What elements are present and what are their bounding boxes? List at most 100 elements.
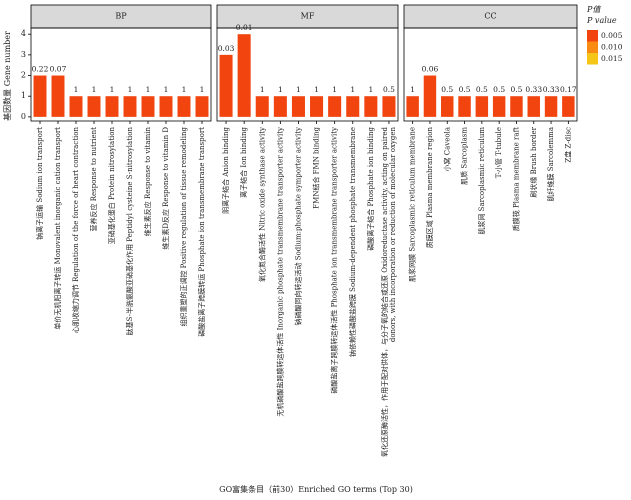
panel-frame [30, 27, 212, 122]
bar-label: 1 [314, 85, 319, 94]
y-tick-label: 2 [21, 71, 26, 80]
bar [458, 96, 471, 117]
bar-label: 0.01 [236, 23, 253, 32]
bar [510, 96, 523, 117]
bar-label: 1 [278, 85, 283, 94]
bar [219, 54, 233, 117]
bar [33, 75, 47, 117]
bar-label: 1 [164, 85, 169, 94]
x-tick-label: 钠离子运输 Sodium ion transport [35, 127, 44, 240]
x-tick-label: 离子结合 Ion binding [239, 126, 248, 197]
x-tick-label: 阴离子结合 Anion binding [221, 126, 230, 213]
x-tick-label: 肽基S-半胱氨酸亚硝基化作用 Peptidyl cysteine S-nitro… [125, 127, 134, 336]
x-tick-label: FMN结合 FMN binding [312, 126, 321, 208]
bar-label: 0.33 [543, 85, 560, 94]
panel-title: MF [301, 12, 315, 21]
x-tick-label: 肌浆网 Sarcoplasmic reticulum [477, 127, 486, 235]
legend-swatch [587, 53, 598, 65]
x-tick-label: 磷酸盐离子跨膜转运体活性 Phosphate ion transmembrane… [330, 127, 339, 394]
panel-title: BP [115, 12, 127, 21]
bar [141, 96, 155, 117]
bar [51, 75, 65, 117]
bar-label: 1 [74, 85, 79, 94]
bar [346, 96, 360, 117]
bar [328, 96, 342, 117]
bar [123, 96, 137, 117]
x-tick-label: 钠磷酸同向转运活动 Sodium:phosphate symporter act… [293, 127, 302, 326]
bar [544, 96, 558, 117]
bar-label: 0.5 [510, 85, 522, 94]
x-tick-label: 质膜区域 Plasma membrane region [425, 127, 434, 249]
legend-label: 0.010 [601, 42, 623, 51]
x-tick-label: T-小管 T-tubule [494, 127, 503, 178]
panel-frame [403, 27, 578, 122]
bar [177, 96, 191, 117]
bar [382, 96, 396, 117]
bar-label: 1 [146, 85, 151, 94]
legend-label: 0.015 [601, 54, 623, 63]
bar-label: 1 [200, 85, 205, 94]
y-tick-label: 0 [21, 112, 26, 121]
y-tick-label: 3 [21, 50, 26, 59]
x-tick-label: 小窝 Caveola [442, 127, 451, 171]
bar [562, 96, 575, 117]
bar-label: 1 [92, 85, 97, 94]
bar [69, 96, 83, 117]
y-axis-title: 基因数量 Gene number [2, 31, 12, 121]
bar-label: 1 [410, 85, 415, 94]
bar [406, 96, 419, 117]
x-tick-label: 肌质 Sarcoplasm [460, 127, 469, 185]
y-tick-label: 1 [21, 91, 26, 100]
x-tick-label: 钠依赖性磷酸盐跨膜 Sodium-dependent phosphate tra… [348, 127, 357, 357]
legend-subtitle: P value [586, 16, 617, 25]
bar-label: 1 [128, 85, 133, 94]
bar-label: 1 [182, 85, 187, 94]
bar-label: 0.5 [459, 85, 471, 94]
bar-label: 0.5 [476, 85, 488, 94]
bar-label: 0.22 [32, 65, 49, 74]
bar-label: 0.5 [383, 85, 395, 94]
legend-swatch [587, 41, 598, 53]
x-tick-label: 单价无机阳离子转运 Monovalent inorganic cation tr… [53, 127, 62, 330]
x-tick-label: 肌纤维膜 Sarcolemma [546, 127, 555, 202]
bar-label: 1 [296, 85, 301, 94]
bar [310, 96, 324, 117]
x-tick-label: 亚硝基化蛋白 Protein nitrosylation [107, 127, 116, 245]
bar [105, 96, 119, 117]
legend-swatch [587, 30, 598, 42]
bar [273, 96, 287, 117]
x-tick-label: 氧化还原酶活性，作用于配对供体，与分子氧的结合或还原 Oxidoreductas… [380, 126, 397, 457]
bar-label: 0.06 [422, 65, 439, 74]
x-tick-label: 磷酸离子结合 Phosphate ion binding [366, 126, 375, 250]
bar-label: 0.07 [50, 65, 67, 74]
bar [441, 96, 454, 117]
x-tick-label: 刷状缘 Brush border [529, 126, 538, 197]
bar [195, 96, 209, 117]
bar [255, 96, 269, 117]
x-tick-label: 无机磷酸盐跨膜转运体活性 Inorganic phosphate transme… [275, 127, 284, 417]
x-axis-title: GO富集条目（前30）Enriched GO terms (Top 30) [219, 484, 413, 494]
x-tick-label: 组织重塑的正调控 Positive regulation of tissue r… [179, 126, 188, 326]
bar [492, 96, 506, 117]
legend-title: P值 [586, 5, 601, 14]
x-tick-label: 心肌收缩力调节 Regulation of the force of heart… [71, 127, 80, 334]
x-tick-label: 磷酸盐离子跨膜转运 Phosphate ion transmembrane tr… [197, 127, 206, 337]
bar [87, 96, 101, 117]
legend-label: 0.005 [601, 31, 623, 40]
bar [423, 75, 437, 117]
bar [475, 96, 489, 117]
bar-label: 1 [110, 85, 115, 94]
x-tick-label: Z盘 Z-disc [563, 127, 572, 163]
bar-label: 0.17 [560, 85, 577, 94]
x-tick-label: 营养反应 Response to nutrient [89, 127, 98, 232]
bar-label: 0.5 [493, 85, 505, 94]
bar-label: 0.03 [218, 44, 235, 53]
bar-label: 1 [260, 85, 265, 94]
y-tick-label: 4 [21, 29, 26, 38]
bar [291, 96, 305, 117]
panel-frame [216, 27, 399, 122]
bar-label: 0.33 [525, 85, 542, 94]
x-tick-label: 氧化氮合酶活性 Nitric oxide synthase activity [257, 127, 266, 282]
bar [159, 96, 173, 117]
